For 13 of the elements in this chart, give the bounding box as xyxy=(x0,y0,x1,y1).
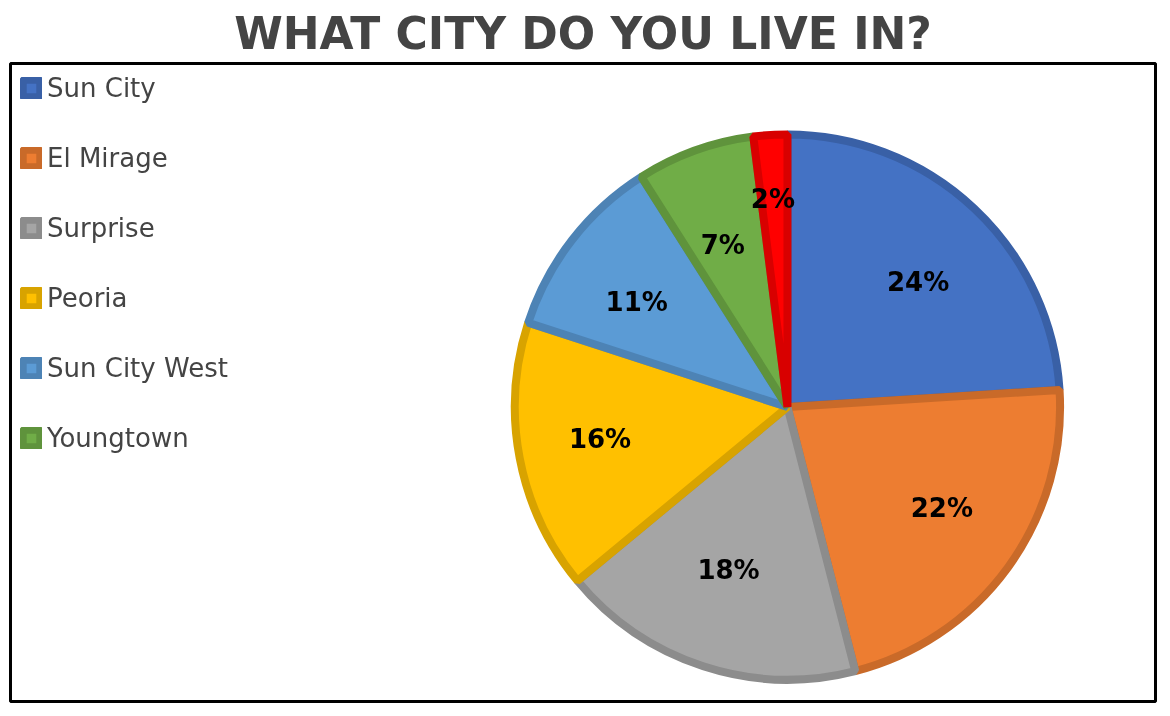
data-label: 18% xyxy=(697,555,760,586)
legend-label: Sun City West xyxy=(47,353,228,383)
chart-title: WHAT CITY DO YOU LIVE IN? xyxy=(234,7,932,59)
data-label: 24% xyxy=(886,266,950,297)
legend-label: Youngtown xyxy=(47,423,189,453)
data-label: 16% xyxy=(568,424,632,455)
data-label: 7% xyxy=(700,230,745,261)
legend-label: Sun City xyxy=(47,73,156,103)
legend-label: El Mirage xyxy=(47,143,168,173)
data-label: 22% xyxy=(910,493,973,523)
data-label: 11% xyxy=(605,286,668,317)
legend-label: Surprise xyxy=(47,213,155,243)
legend-label: Peoria xyxy=(47,283,128,313)
